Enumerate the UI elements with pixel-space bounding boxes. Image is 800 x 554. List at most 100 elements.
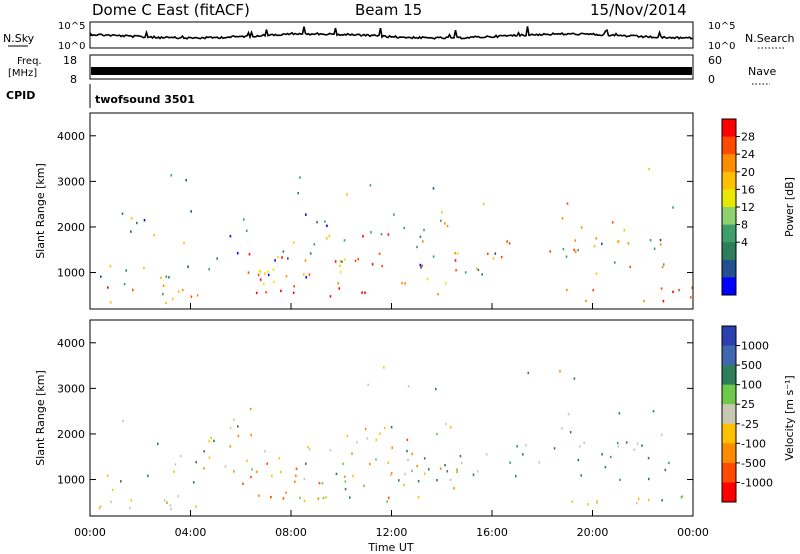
echo-cell xyxy=(407,459,409,462)
echo-cell xyxy=(475,267,478,270)
echo-cell xyxy=(444,282,447,285)
echo-cell xyxy=(250,433,252,437)
echo-cell xyxy=(456,252,459,255)
echo-cell xyxy=(326,224,328,227)
x-axis-label: Time UT xyxy=(367,541,413,554)
echo-cell xyxy=(481,273,483,276)
echo-cell xyxy=(633,448,635,451)
echo-cell xyxy=(185,179,187,182)
echo-cell xyxy=(446,470,449,473)
echo-cell xyxy=(403,226,405,230)
echo-cell xyxy=(381,264,383,268)
echo-cell xyxy=(255,291,258,295)
x-tick-label: 00:00 xyxy=(74,526,106,539)
colorbar-frame xyxy=(721,325,737,503)
echo-cell xyxy=(305,213,307,216)
echo-cell xyxy=(325,496,327,499)
echo-cell xyxy=(419,263,422,267)
x-tick-label: 08:00 xyxy=(275,526,307,539)
echo-cell xyxy=(390,426,393,429)
echo-cell xyxy=(122,420,124,423)
echo-cell xyxy=(637,497,640,501)
echo-cell xyxy=(648,167,650,171)
echo-cell xyxy=(562,247,565,251)
echo-cell xyxy=(681,495,684,498)
echo-cell xyxy=(561,217,564,220)
echo-cell xyxy=(303,477,306,481)
echo-cell xyxy=(258,494,260,497)
echo-cell xyxy=(661,266,664,269)
echo-cell xyxy=(364,291,366,294)
echo-cell xyxy=(292,241,295,244)
echo-cell xyxy=(604,466,607,469)
echo-cell xyxy=(229,445,232,448)
colorbar-tick-label: -1000 xyxy=(741,476,773,489)
nsearch-tick-bottom: 10^0 xyxy=(708,41,735,52)
echo-cell xyxy=(317,497,320,500)
echo-cell xyxy=(367,383,369,387)
power-scatter xyxy=(100,167,693,305)
echo-cell xyxy=(271,474,273,477)
echo-cell xyxy=(337,282,340,285)
echo-cell xyxy=(422,240,424,243)
echo-cell xyxy=(404,282,406,285)
y-tick-label: 2000 xyxy=(57,221,85,234)
echo-cell xyxy=(130,230,132,233)
echo-cell xyxy=(334,260,337,263)
colorbar-swatch xyxy=(722,482,736,503)
colorbar-swatch xyxy=(722,423,736,444)
y-tick-label: 1000 xyxy=(57,474,85,487)
echo-cell xyxy=(324,220,326,223)
echo-cell xyxy=(335,472,338,476)
colorbar-swatch xyxy=(722,242,736,261)
echo-cell xyxy=(406,449,408,453)
echo-cell xyxy=(625,441,628,444)
echo-cell xyxy=(192,481,195,484)
colorbar-tick-label: 8 xyxy=(741,219,748,232)
echo-cell xyxy=(278,457,281,460)
echo-cell xyxy=(387,496,390,500)
echo-cell xyxy=(662,300,665,303)
echo-cell xyxy=(355,441,358,444)
x-tick-label: 20:00 xyxy=(577,526,609,539)
echo-cell xyxy=(125,269,127,272)
echo-cell xyxy=(363,484,365,488)
echo-cell xyxy=(485,453,488,456)
echo-cell xyxy=(601,452,604,456)
echo-cell xyxy=(378,252,381,255)
echo-cell xyxy=(362,235,364,238)
colorbar-swatch xyxy=(722,326,736,347)
echo-cell xyxy=(573,248,575,252)
echo-cell xyxy=(444,464,446,467)
echo-cell xyxy=(165,275,168,278)
echo-cell xyxy=(527,371,530,375)
echo-cell xyxy=(648,498,650,502)
echo-cell xyxy=(303,499,306,502)
echo-cell xyxy=(652,410,655,413)
echo-cell xyxy=(229,426,232,430)
echo-cell xyxy=(170,174,173,177)
echo-cell xyxy=(370,231,372,234)
echo-cell xyxy=(387,233,390,236)
echo-cell xyxy=(308,448,311,451)
echo-cell xyxy=(476,470,479,473)
echo-cell xyxy=(653,247,656,250)
echo-cell xyxy=(247,271,250,274)
power-ylabel: Slant Range [km] xyxy=(34,163,47,259)
echo-cell xyxy=(483,202,485,206)
echo-cell xyxy=(168,276,170,279)
echo-cell xyxy=(259,278,262,281)
nsky-label: N.Sky xyxy=(3,32,35,45)
echo-cell xyxy=(352,474,354,478)
y-tick-label: 1000 xyxy=(57,267,85,280)
echo-cell xyxy=(577,248,579,252)
echo-cell xyxy=(487,252,489,255)
echo-cell xyxy=(611,221,614,224)
y-tick-label: 2000 xyxy=(57,428,85,441)
colorbar-tick-label: 16 xyxy=(741,183,755,196)
echo-cell xyxy=(553,447,556,450)
echo-cell xyxy=(509,461,511,464)
colorbar-tick-label: 500 xyxy=(741,359,762,372)
echo-cell xyxy=(329,295,332,298)
x-tick-label: 12:00 xyxy=(376,526,408,539)
